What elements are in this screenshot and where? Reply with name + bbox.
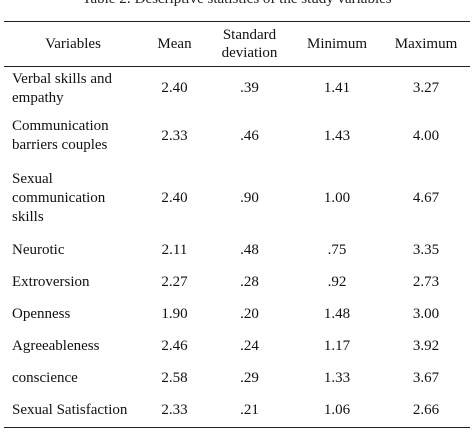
minimum-cell: 1.00 bbox=[323, 189, 351, 206]
variable-name-cell: Agreeableness bbox=[4, 331, 142, 363]
minimum-cell: .75 bbox=[327, 242, 347, 258]
variable-name-cell: Communication barriers couples bbox=[4, 111, 142, 162]
maximum-cell: 2.73 bbox=[412, 274, 440, 290]
sd-cell: .20 bbox=[240, 306, 259, 322]
variable-name-line: Neurotic bbox=[12, 242, 65, 258]
mean-cell: 2.40 bbox=[161, 189, 188, 206]
table-row: Communication barriers couples 2.33 .46 1.43… bbox=[4, 111, 470, 162]
variable-name-line: empathy bbox=[12, 89, 64, 106]
variable-name-line: Extroversion bbox=[12, 274, 90, 290]
table-caption: Table 2: Descriptive statistics of the s… bbox=[0, 0, 474, 8]
header-sd-line2: deviation bbox=[221, 45, 278, 61]
minimum-cell: 1.43 bbox=[323, 127, 351, 144]
header-maximum: Maximum bbox=[382, 21, 470, 67]
maximum-cell: 4.67 bbox=[412, 189, 440, 206]
variable-name-cell: Sexual communication skills bbox=[4, 162, 142, 235]
maximum-cell: 3.00 bbox=[412, 306, 440, 322]
variable-name-line: communication bbox=[12, 189, 106, 206]
sd-cell: .48 bbox=[240, 242, 259, 258]
sd-cell: .21 bbox=[207, 394, 292, 428]
maximum-cell: 3.67 bbox=[412, 370, 440, 386]
variable-name-line: conscience bbox=[12, 370, 78, 386]
variable-name-cell: Verbal skills and empathy bbox=[4, 67, 142, 111]
mean-cell: 2.33 bbox=[142, 394, 207, 428]
table-row: Extroversion 2.27 .28 .92 2.73 bbox=[4, 267, 470, 299]
mean-cell: 2.27 bbox=[161, 274, 188, 290]
maximum-cell: 2.66 bbox=[382, 394, 470, 428]
table-row: Verbal skills and empathy 2.40 .39 1.41 3.27 bbox=[4, 67, 470, 111]
mean-cell: 1.90 bbox=[161, 306, 188, 322]
mean-cell: 2.46 bbox=[161, 338, 188, 354]
variable-name-cell: Neurotic bbox=[4, 235, 142, 267]
header-minimum: Minimum bbox=[292, 21, 382, 67]
mean-cell: 2.40 bbox=[161, 80, 188, 97]
sd-cell: .46 bbox=[240, 127, 259, 144]
table-row: Sexual Satisfaction 2.33.21 1.06 2.66 bbox=[4, 394, 470, 428]
variable-name-line: Verbal skills and bbox=[12, 70, 112, 87]
variable-name-line: Communication bbox=[12, 118, 109, 134]
minimum-cell: 1.41 bbox=[323, 80, 351, 97]
maximum-cell: 3.35 bbox=[412, 242, 440, 258]
variable-name-cell: Sexual Satisfaction bbox=[4, 394, 142, 428]
sd-cell: .28 bbox=[240, 274, 259, 290]
table-row: Neurotic 2.11 .48 .75 3.35 bbox=[4, 235, 470, 267]
minimum-cell: 1.33 bbox=[323, 370, 351, 386]
maximum-cell: 3.27 bbox=[412, 80, 440, 97]
mean-cell: 2.58 bbox=[161, 370, 188, 386]
mean-cell: 2.11 bbox=[161, 242, 188, 258]
mean-cell: 2.33 bbox=[161, 127, 188, 144]
variable-name-line: Sexual bbox=[12, 170, 53, 187]
header-variables: Variables bbox=[4, 21, 142, 67]
table-row: Agreeableness 2.46 .24 1.17 3.92 bbox=[4, 331, 470, 363]
minimum-cell: 1.48 bbox=[323, 306, 351, 322]
variable-name-line: Sexual Satisfaction bbox=[12, 402, 128, 419]
descriptive-statistics-table: Variables Mean Standard deviation Minimu… bbox=[4, 21, 470, 428]
table-row: Sexual communication skills 2.40 .90 1.00 4.67 bbox=[4, 162, 470, 235]
minimum-cell: 1.17 bbox=[323, 338, 351, 354]
sd-cell: .24 bbox=[240, 338, 259, 354]
table-row: Openness 1.90 .20 1.48 3.00 bbox=[4, 299, 470, 331]
variable-name-line: Agreeableness bbox=[12, 338, 100, 354]
header-row: Variables Mean Standard deviation Minimu… bbox=[4, 21, 470, 67]
variable-name-cell: conscience bbox=[4, 363, 142, 395]
variable-name-cell: Openness bbox=[4, 299, 142, 331]
header-sd-line1: Standard bbox=[222, 27, 277, 43]
sd-cell: .39 bbox=[240, 80, 259, 97]
minimum-cell: .92 bbox=[327, 274, 347, 290]
header-standard-deviation: Standard deviation bbox=[207, 21, 292, 67]
minimum-cell: 1.06 bbox=[292, 394, 382, 428]
variable-name-line: Openness bbox=[12, 306, 71, 322]
header-mean: Mean bbox=[142, 21, 207, 67]
variable-name-cell: Extroversion bbox=[4, 267, 142, 299]
maximum-cell: 4.00 bbox=[412, 127, 440, 144]
variable-name-line: skills bbox=[12, 208, 44, 225]
variable-name-line: barriers couples bbox=[12, 137, 108, 153]
table-row: conscience 2.58 .29 1.33 3.67 bbox=[4, 363, 470, 395]
sd-cell: .90 bbox=[240, 189, 259, 206]
sd-cell: .29 bbox=[240, 370, 259, 386]
maximum-cell: 3.92 bbox=[412, 338, 440, 354]
